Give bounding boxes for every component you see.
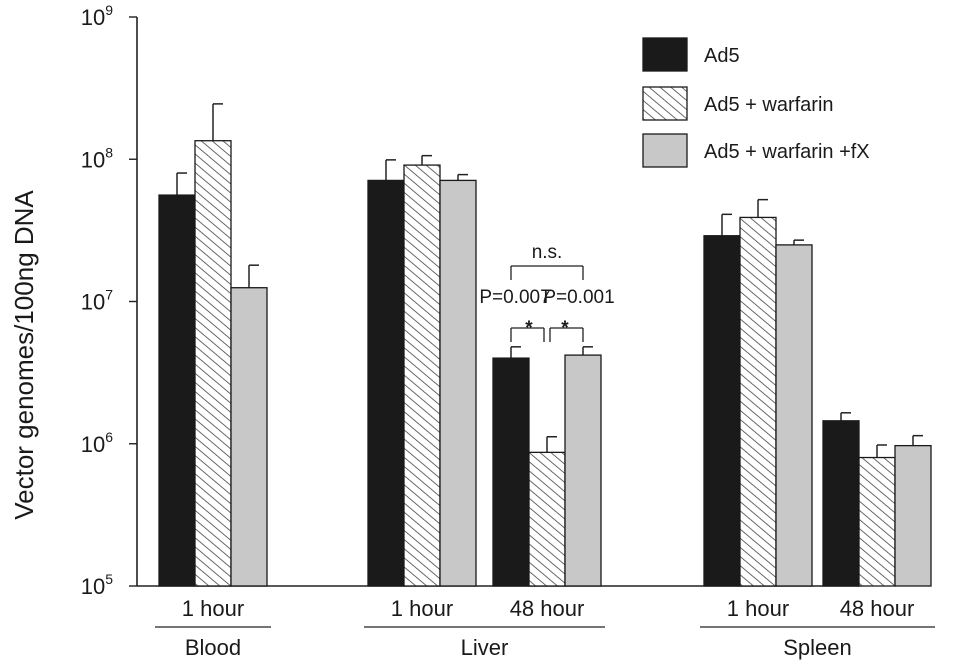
- legend-label: Ad5: [704, 45, 740, 67]
- p-value-label: P=0.001: [543, 287, 614, 308]
- bar: [194, 140, 232, 587]
- bar: [739, 216, 777, 587]
- y-tick-exponent: 6: [105, 429, 113, 445]
- tissue-label: Spleen: [783, 635, 852, 660]
- bar: [158, 194, 196, 587]
- legend-label: Ad5 + warfarin: [704, 94, 834, 116]
- time-label: 1 hour: [391, 596, 453, 621]
- legend-swatch: [642, 37, 688, 72]
- time-label: 1 hour: [727, 596, 789, 621]
- ns-label: n.s.: [532, 242, 563, 263]
- bar: [564, 354, 602, 587]
- bar: [775, 244, 813, 587]
- bar: [703, 235, 741, 587]
- y-tick-base: 10: [81, 5, 105, 30]
- bar: [822, 420, 860, 587]
- y-tick-exponent: 9: [105, 2, 113, 18]
- y-tick-base: 10: [81, 290, 105, 315]
- significance-star: *: [525, 318, 533, 339]
- y-axis-label: Vector genomes/100ng DNA: [9, 190, 39, 520]
- legend: Ad5 Ad5 + warfarin Ad5 + warfarin +fX: [642, 37, 870, 168]
- y-tick-base: 10: [81, 574, 105, 599]
- x-axis-labels: 1 hour 1 hour 48 hour 1 hour 48 hour Blood Liv…: [155, 596, 935, 660]
- bar: [230, 287, 268, 587]
- y-tick-label: 107: [81, 287, 113, 315]
- bars: [158, 103, 932, 587]
- bar: [367, 179, 405, 587]
- tissue-label: Liver: [461, 635, 509, 660]
- y-tick-base: 10: [81, 432, 105, 457]
- legend-swatch: [642, 86, 688, 121]
- y-tick-label: 108: [81, 144, 113, 172]
- bar: [528, 451, 566, 587]
- bar: [894, 444, 932, 587]
- legend-label: Ad5 + warfarin +fX: [704, 141, 870, 163]
- y-tick-label: 106: [81, 429, 113, 457]
- y-tick-exponent: 8: [105, 144, 113, 160]
- y-tick-label: 105: [81, 571, 113, 599]
- y-tick-exponent: 5: [105, 571, 113, 587]
- tissue-label: Blood: [185, 635, 241, 660]
- bar: [492, 357, 530, 587]
- y-tick-base: 10: [81, 147, 105, 172]
- y-tick-exponent: 7: [105, 287, 113, 303]
- time-label: 1 hour: [182, 596, 244, 621]
- time-label: 48 hour: [510, 596, 585, 621]
- bar: [403, 164, 441, 587]
- bar: [858, 456, 896, 587]
- bar: [439, 179, 477, 587]
- p-value-label: P=0.007: [479, 287, 550, 308]
- time-label: 48 hour: [840, 596, 915, 621]
- significance-star: *: [561, 318, 569, 339]
- legend-swatch: [642, 133, 688, 168]
- y-tick-label: 109: [81, 2, 113, 30]
